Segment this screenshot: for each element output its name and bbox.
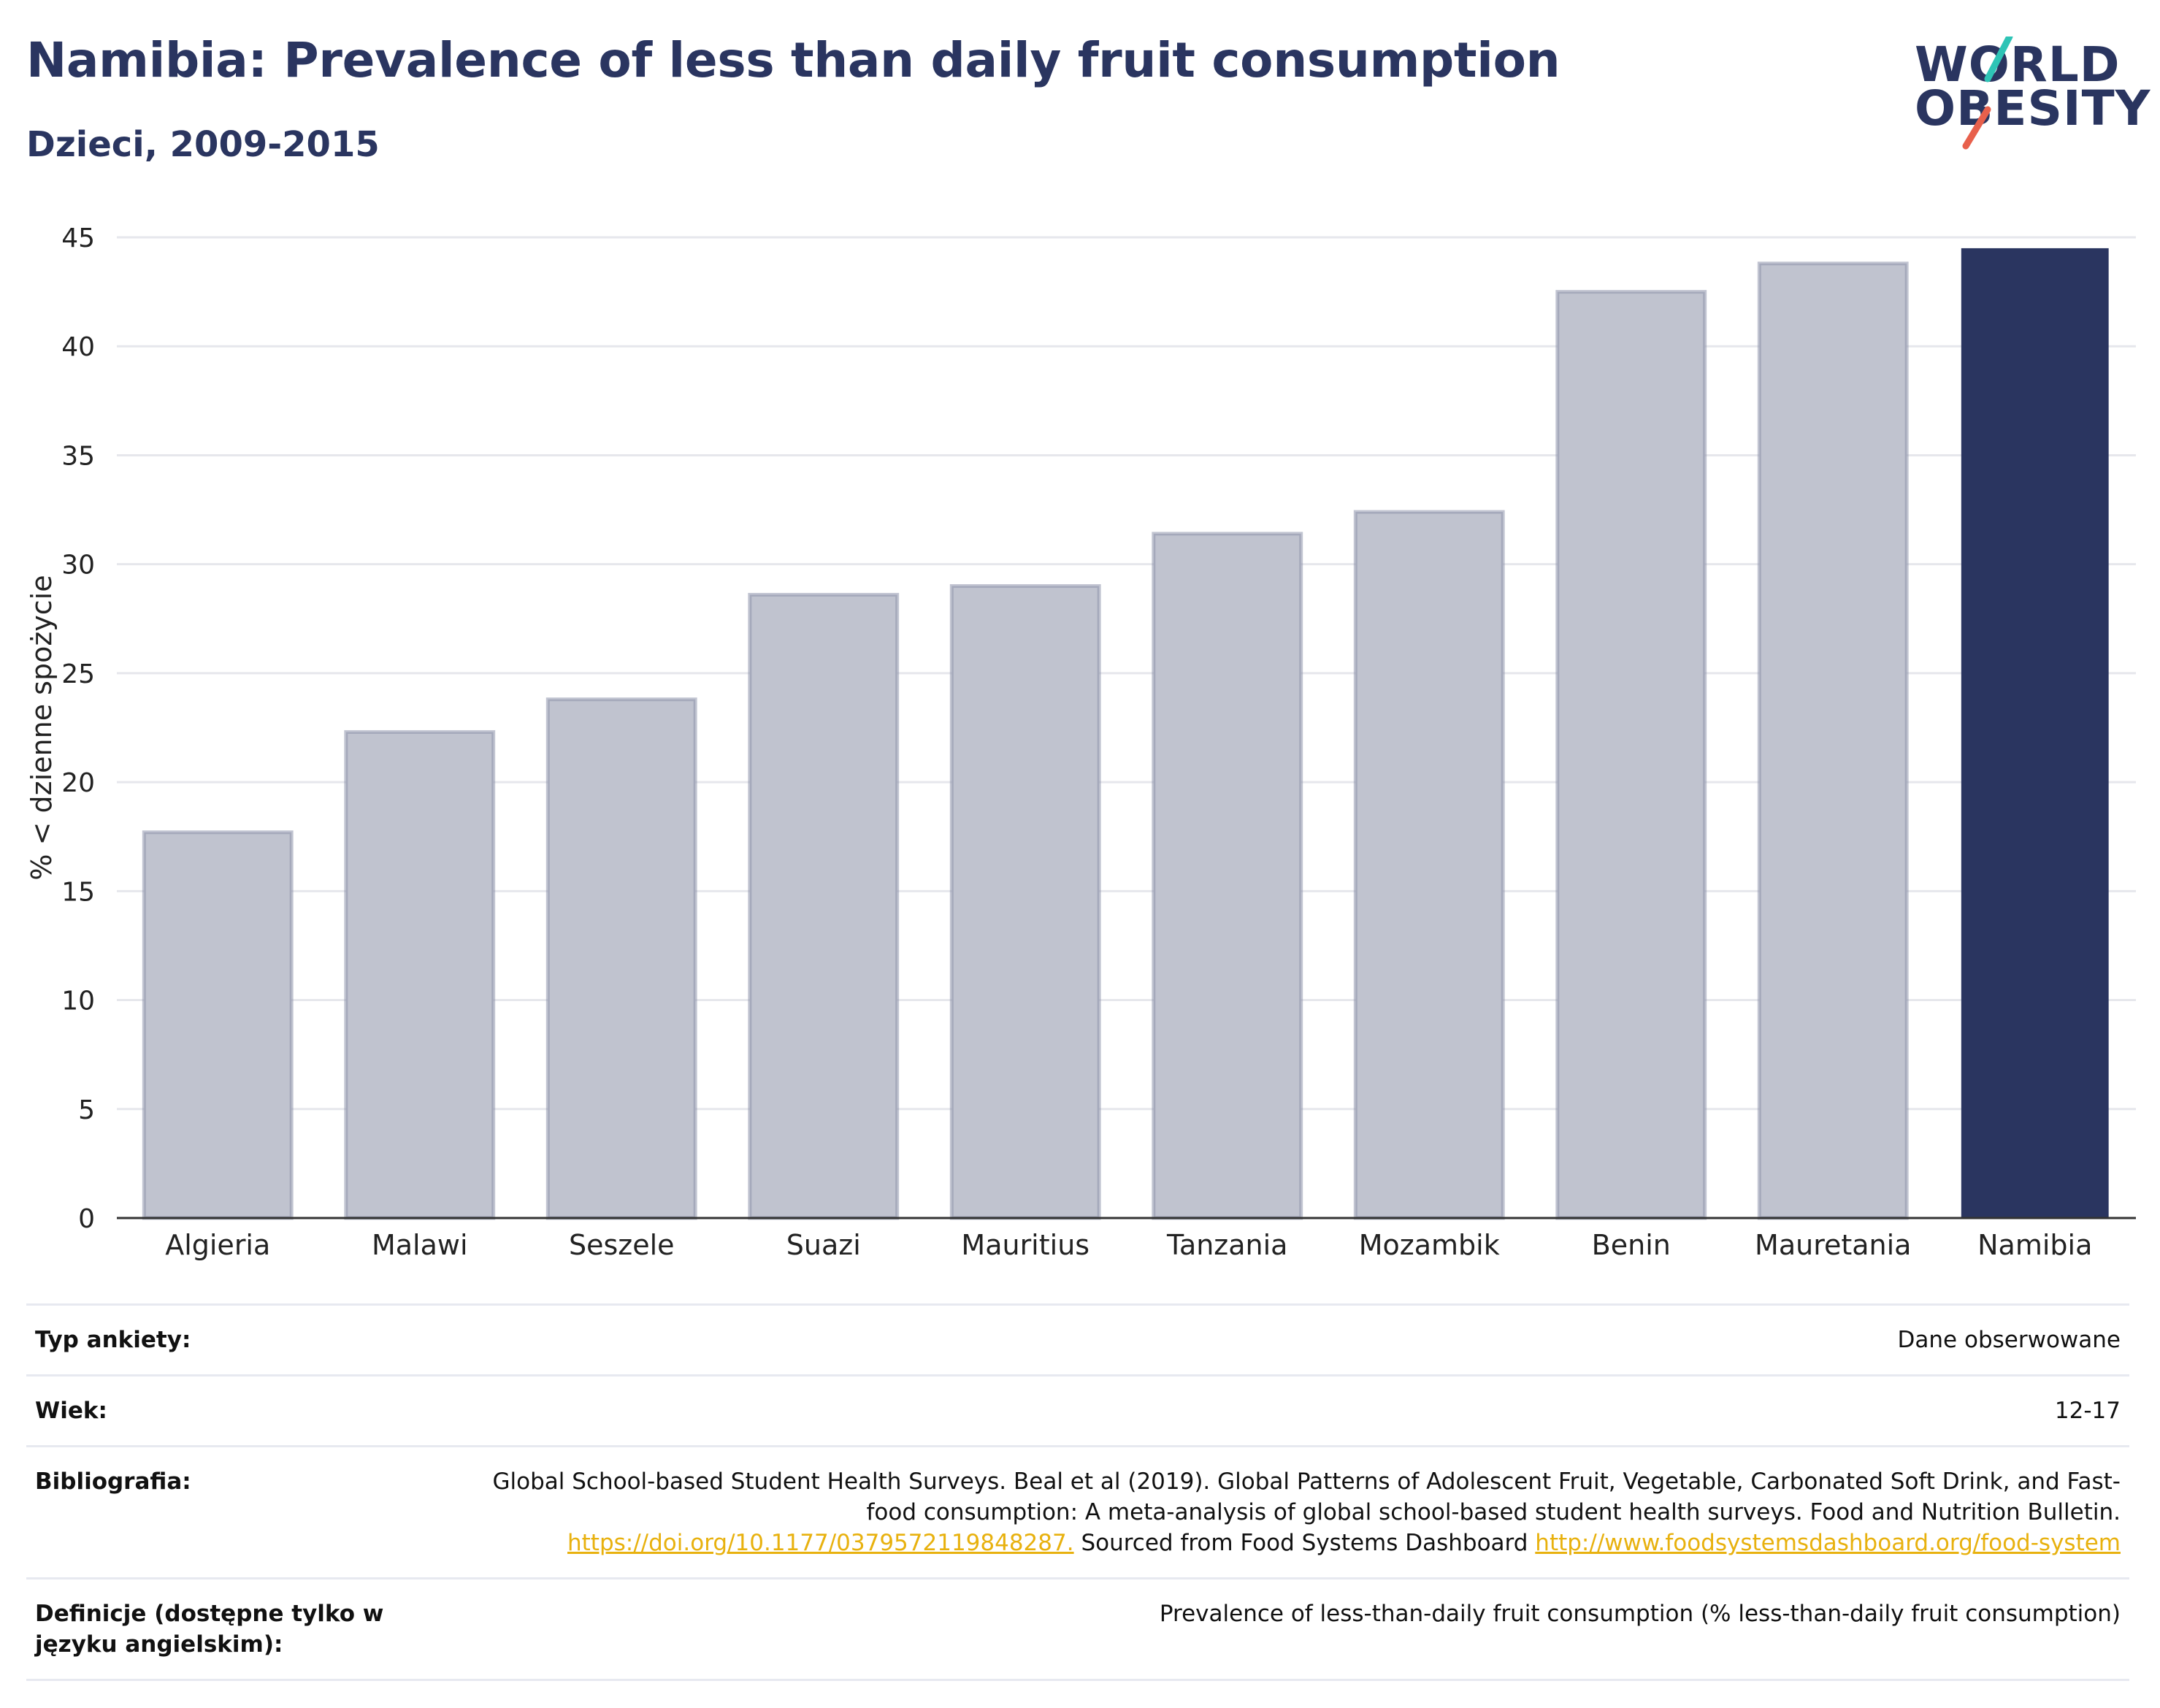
y-tick-label: 40 (61, 332, 95, 362)
y-tick-label: 5 (78, 1095, 95, 1125)
chart-title: Namibia: Prevalence of less than daily f… (26, 32, 1560, 88)
survey-type-value: Dane obserwowane (1897, 1327, 2121, 1353)
logo-line-1: WORLD (1915, 37, 2121, 93)
bar-suazi (748, 592, 900, 1220)
x-tick-label: Algieria (165, 1229, 270, 1261)
bar-mozambik (1353, 510, 1505, 1220)
y-tick-label: 20 (61, 768, 95, 798)
survey-type-label: Typ ankiety: (35, 1327, 191, 1353)
doi-link[interactable]: https://doi.org/10.1177/0379572119848287… (567, 1530, 1074, 1556)
chart-subtitle: Dzieci, 2009-2015 (26, 124, 380, 165)
meta-row-definition: Definicje (dostępne tylko w języku angie… (26, 1577, 2129, 1681)
meta-row-bibliography: Bibliografia: Global School-based Studen… (26, 1445, 2129, 1577)
bibliography-label: Bibliografia: (35, 1468, 191, 1495)
x-tick-label: Seszele (569, 1229, 675, 1261)
bar-seszele (545, 697, 697, 1220)
x-tick-label: Mauritius (961, 1229, 1089, 1261)
logo-slash-icon (1962, 37, 2013, 150)
bar-tanzania (1152, 532, 1303, 1220)
y-tick-label: 15 (61, 877, 95, 907)
bar-namibia (1961, 248, 2109, 1218)
x-tick-label: Tanzania (1166, 1229, 1287, 1261)
metadata-table: Typ ankiety: Dane obserwowane Wiek: 12-1… (26, 1303, 2129, 1681)
y-tick-label: 45 (61, 223, 95, 253)
bar-mauritius (949, 584, 1101, 1220)
y-tick-label: 35 (61, 441, 95, 471)
x-tick-label: Namibia (1977, 1229, 2092, 1261)
definition-value: Prevalence of less-than-daily fruit cons… (1159, 1601, 2121, 1627)
x-tick-label: Benin (1592, 1229, 1671, 1261)
y-axis-title: % < dzienne spożycie (26, 575, 58, 880)
definition-label: Definicje (dostępne tylko w języku angie… (35, 1601, 384, 1658)
bibliography-text: Global School-based Student Health Surve… (492, 1468, 2121, 1525)
bar-algieria (142, 830, 294, 1220)
x-tick-label: Mauretania (1755, 1229, 1911, 1261)
y-tick-label: 30 (61, 551, 95, 581)
logo-line-2: OBESITY (1915, 80, 2151, 137)
y-tick-label: 10 (61, 987, 95, 1016)
age-label: Wiek: (35, 1398, 107, 1424)
bar-chart: 0 5 10 15 20 25 30 35 40 45 Algieria Malawi Seszele S… (26, 223, 2136, 1261)
food-systems-link[interactable]: http://www.foodsystemsdashboard.org/food… (1535, 1530, 2121, 1556)
meta-row-survey: Typ ankiety: Dane obserwowane (26, 1303, 2129, 1374)
meta-row-age: Wiek: 12-17 (26, 1374, 2129, 1445)
world-obesity-logo[interactable]: WORLD OBESITY (1906, 37, 2150, 153)
x-tick-label: Mozambik (1359, 1229, 1500, 1261)
x-tick-label: Malawi (372, 1229, 468, 1261)
bar-malawi (344, 729, 496, 1220)
y-tick-label: 0 (78, 1204, 95, 1234)
bibliography-source-text: Sourced from Food Systems Dashboard (1081, 1530, 1528, 1556)
bar-mauretania (1757, 261, 1909, 1220)
age-value: 12-17 (2054, 1398, 2121, 1424)
bar-benin (1555, 290, 1707, 1220)
y-tick-label: 25 (61, 659, 95, 689)
x-tick-label: Suazi (786, 1229, 861, 1261)
bibliography-value: Global School-based Student Health Surve… (473, 1466, 2121, 1558)
